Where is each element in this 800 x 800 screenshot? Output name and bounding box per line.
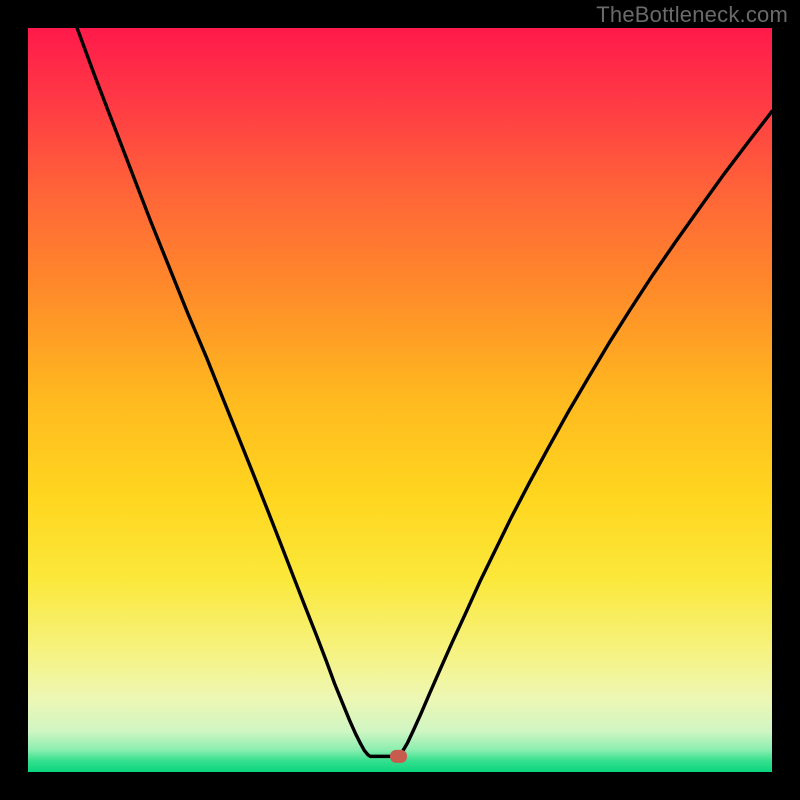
- plot-background-gradient: [28, 28, 772, 772]
- optimal-point-marker: [390, 750, 407, 763]
- bottleneck-curve-chart: [0, 0, 800, 800]
- chart-container: TheBottleneck.com: [0, 0, 800, 800]
- watermark-text: TheBottleneck.com: [596, 2, 788, 28]
